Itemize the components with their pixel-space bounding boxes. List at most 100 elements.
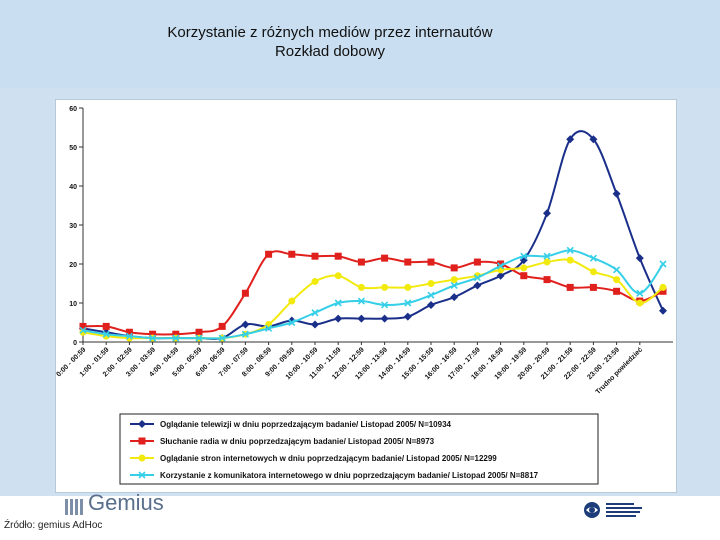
series-4-point (138, 471, 146, 479)
series-2-point (404, 258, 412, 266)
series-2-point (288, 250, 296, 258)
series-line-3 (82, 258, 664, 340)
series-1-point (311, 320, 319, 329)
series-2-point (566, 283, 574, 291)
series-2-point (497, 260, 505, 268)
series-4-point (172, 334, 180, 342)
series-line-1 (82, 130, 664, 341)
series-4-point (404, 299, 412, 307)
series-4-point (520, 252, 528, 260)
series-3-point (334, 272, 342, 280)
y-tick-label: 50 (69, 145, 77, 152)
series-2-point (218, 322, 226, 330)
y-tick-label: 20 (69, 262, 77, 269)
x-tick-label: Trudno powiedzieć (595, 346, 645, 396)
series-2-point (125, 328, 133, 336)
series-3-point (520, 264, 528, 272)
legend-label-3: Oglądanie stron internetowych w dniu pop… (160, 454, 497, 463)
series-4-point (125, 332, 133, 340)
series-4-point (149, 334, 157, 342)
legend-label-4: Korzystanie z komunikatora internetowego… (160, 471, 539, 480)
series-4-point (636, 289, 644, 297)
series-line-4 (82, 249, 664, 340)
footer (0, 496, 720, 540)
series-2-point (543, 276, 551, 284)
gemius-logo-text: Gemius (88, 490, 164, 515)
series-4-point (566, 246, 574, 254)
series-2-point (450, 264, 458, 272)
series-4-point (102, 330, 110, 338)
series-3-point (566, 256, 574, 264)
series-3-point (613, 276, 621, 284)
series-2-point (149, 330, 157, 338)
series-3-point (138, 454, 146, 462)
series-3-point (288, 297, 296, 305)
series-4-point (497, 262, 505, 270)
series-2-point (79, 322, 87, 330)
series-4-point (218, 334, 226, 342)
gemius-logo-icon (65, 499, 83, 515)
chart-title: Korzystanie z różnych mediów przez inter… (167, 24, 493, 41)
series-4-point (450, 281, 458, 290)
series-3-point (357, 283, 365, 291)
series-2-point (357, 258, 365, 266)
partner-logo-icon (584, 502, 642, 518)
series-1-point (635, 254, 644, 263)
series-4-point (613, 266, 621, 274)
legend-box (119, 413, 599, 485)
series-4-point (288, 318, 296, 327)
series-3-point (381, 283, 389, 291)
legend-label-2: Słuchanie radia w dniu poprzedzającym ba… (160, 437, 435, 446)
series-line-2 (82, 250, 664, 336)
series-3-point (450, 276, 458, 284)
series-4-point (311, 309, 319, 317)
series-2-point (241, 289, 249, 297)
series-2-point (311, 252, 319, 260)
y-tick-label: 30 (69, 223, 77, 230)
series-1-point (138, 420, 146, 428)
series-4-point (79, 326, 87, 334)
series-2-point (589, 283, 597, 291)
series-1-point (473, 281, 482, 290)
series-1-point (450, 293, 459, 302)
series-3-point (427, 280, 435, 287)
series-4-point (195, 334, 203, 342)
header-band: Korzystanie z różnych mediów przez inter… (0, 0, 720, 88)
series-1-point (543, 209, 551, 218)
series-1-point (380, 314, 389, 323)
series-3-point (636, 299, 644, 307)
series-1-point (612, 189, 621, 198)
series-3-point (659, 283, 667, 291)
series-1-point (566, 135, 575, 144)
series-2-point (659, 287, 667, 295)
series-4-point (473, 274, 481, 282)
series-4-point (265, 324, 273, 332)
series-3-point (589, 268, 597, 276)
series-1-point (659, 306, 667, 315)
y-tick-label: 10 (69, 301, 77, 308)
series-1-point (403, 312, 412, 321)
series-4-point (334, 299, 342, 307)
series-2-point (172, 330, 180, 338)
y-tick-label: 0 (73, 340, 77, 347)
series-2-point (265, 250, 273, 258)
series-2-point (427, 258, 435, 266)
series-2-point (102, 322, 110, 330)
series-1-point (589, 135, 598, 144)
source-note: Źródło: gemius AdHoc (4, 520, 103, 531)
series-2-point (613, 287, 621, 295)
series-3-point (404, 283, 412, 291)
series-1-point (357, 314, 366, 323)
y-tick-label: 60 (69, 106, 77, 113)
series-3-point (311, 278, 319, 286)
series-2-point (334, 252, 342, 260)
series-1-point (496, 271, 505, 280)
series-2-point (473, 258, 481, 266)
y-tick-label: 40 (69, 184, 77, 191)
series-4-point (427, 291, 435, 299)
series-1-point (334, 314, 343, 323)
series-2-point (195, 328, 203, 336)
series-4-point (589, 254, 597, 262)
series-4-point (357, 297, 365, 305)
